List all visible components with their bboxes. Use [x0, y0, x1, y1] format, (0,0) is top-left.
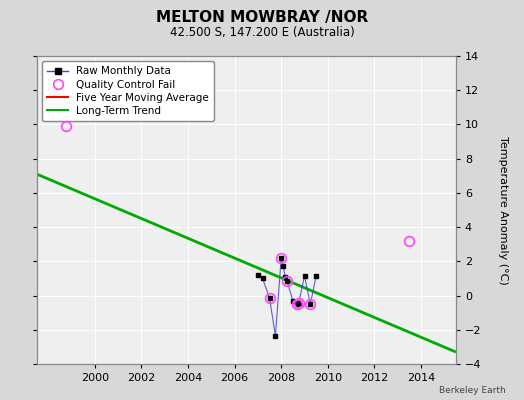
Text: 42.500 S, 147.200 E (Australia): 42.500 S, 147.200 E (Australia) [170, 26, 354, 39]
Text: MELTON MOWBRAY /NOR: MELTON MOWBRAY /NOR [156, 10, 368, 25]
Legend: Raw Monthly Data, Quality Control Fail, Five Year Moving Average, Long-Term Tren: Raw Monthly Data, Quality Control Fail, … [42, 61, 214, 121]
Y-axis label: Temperature Anomaly (°C): Temperature Anomaly (°C) [498, 136, 508, 284]
Text: Berkeley Earth: Berkeley Earth [439, 386, 506, 395]
